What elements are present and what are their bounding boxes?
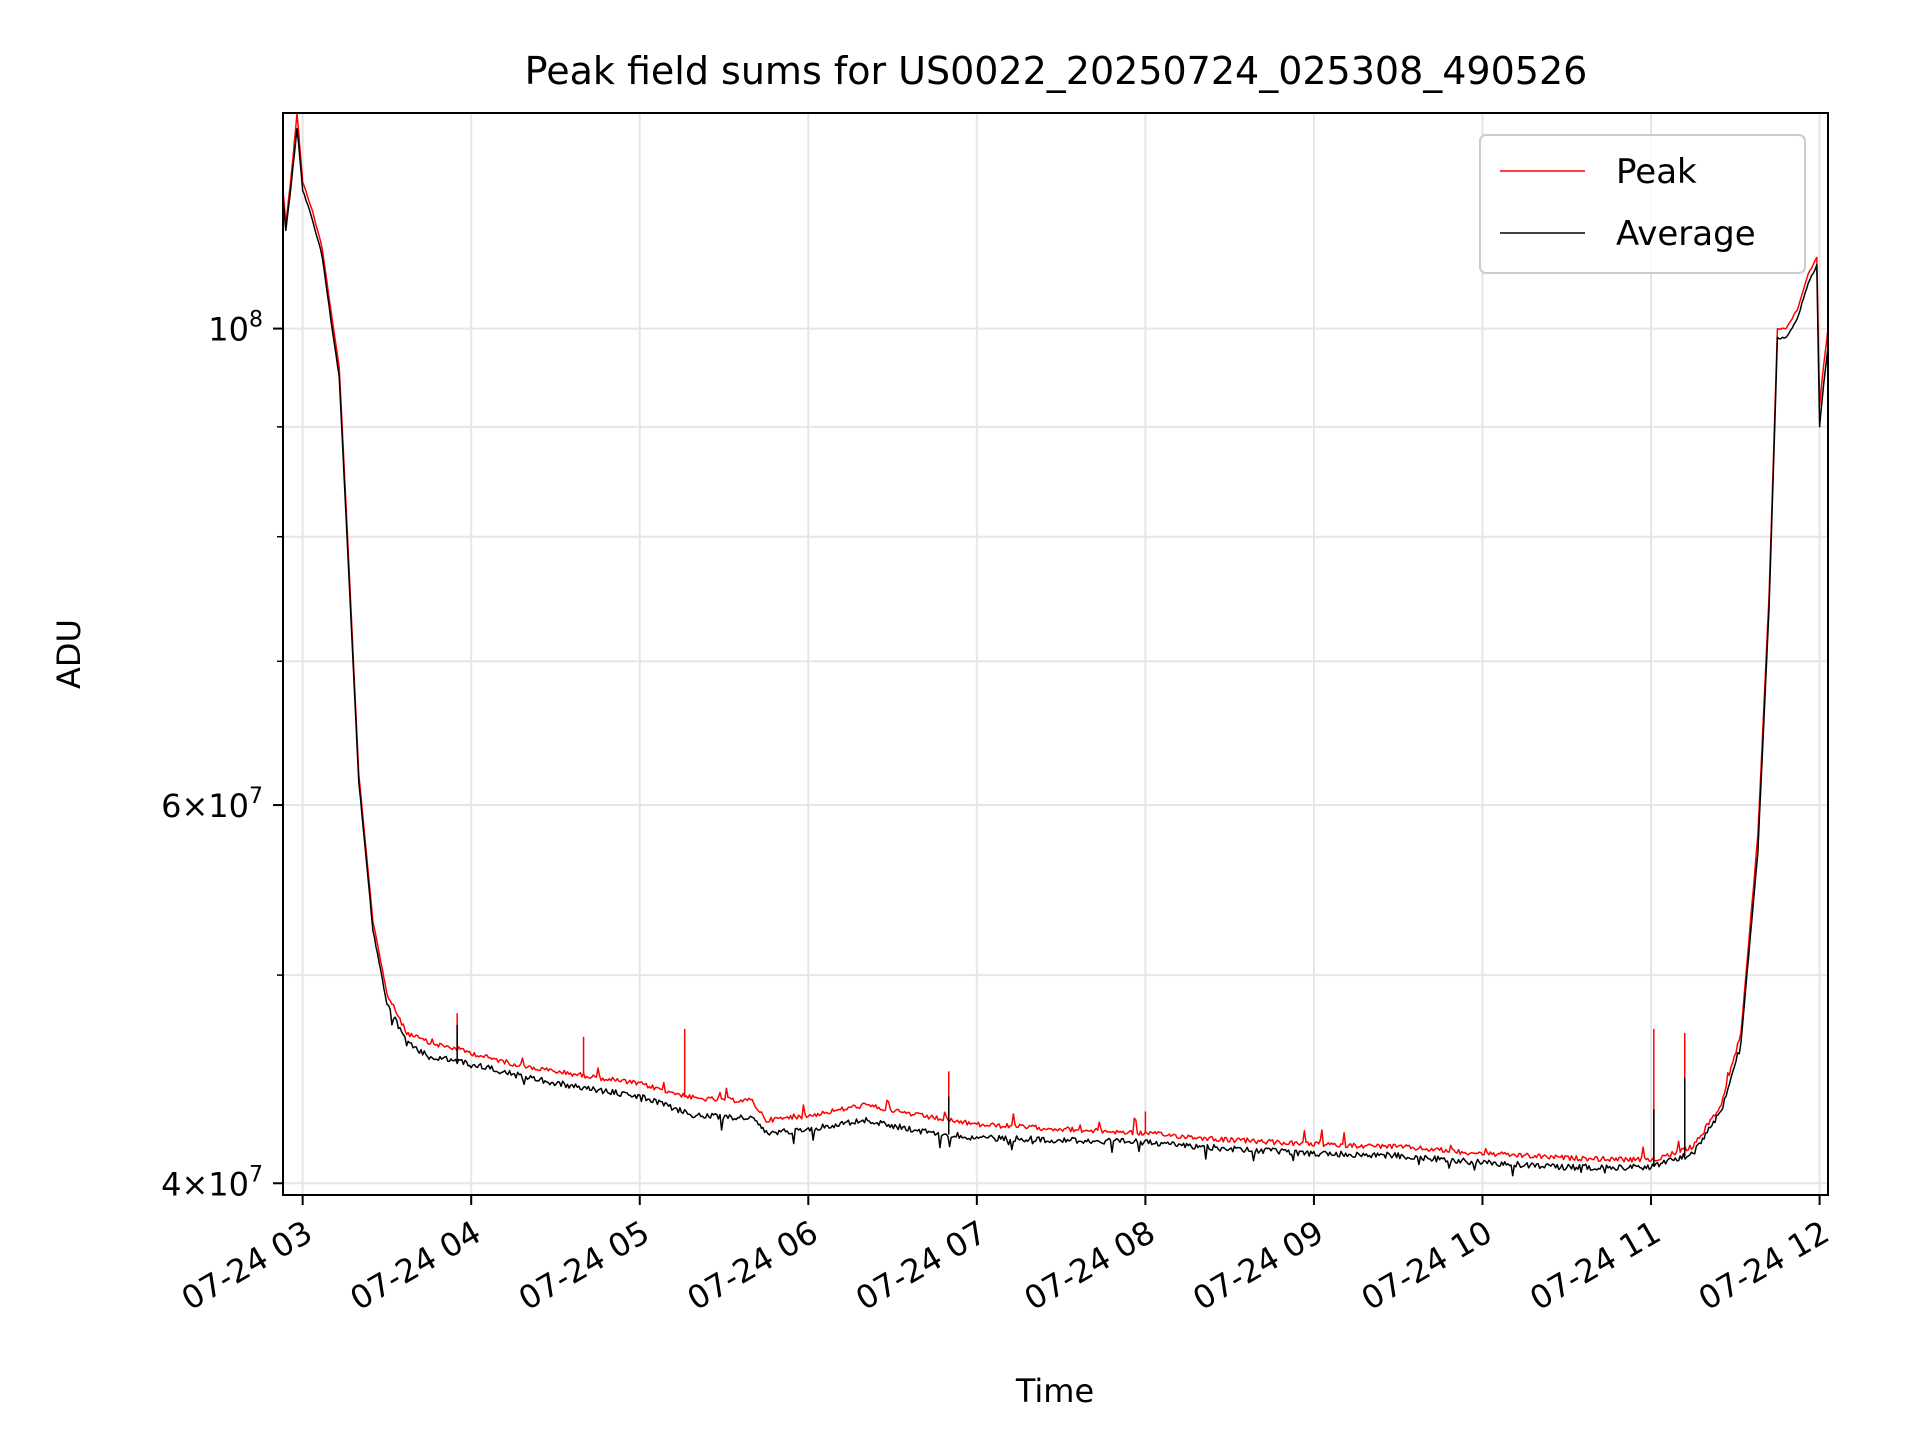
y-tick-label-base: 6×10 (161, 787, 249, 825)
grid (283, 113, 1828, 1195)
y-tick-label-exponent: 8 (249, 308, 263, 333)
y-tick-label-base: 10 (208, 311, 249, 349)
y-tick-label: 6×107 (161, 784, 263, 825)
legend-label-peak: Peak (1616, 152, 1697, 192)
series-line-average (282, 127, 1829, 1177)
y-axis-label: ADU (50, 619, 88, 689)
y-tick-label-exponent: 7 (249, 784, 263, 809)
legend: Peak Average (1479, 134, 1806, 274)
legend-box (1479, 134, 1806, 274)
plot-area (282, 112, 1829, 1196)
series-layer (282, 112, 1829, 1177)
legend-label-average: Average (1616, 214, 1756, 254)
series-line-peak (282, 112, 1829, 1163)
x-axis-label: Time (1015, 1372, 1094, 1410)
y-tick-label: 4×107 (161, 1162, 263, 1203)
y-tick-label: 108 (208, 308, 263, 349)
y-tick-label-exponent: 7 (249, 1162, 263, 1187)
chart-title: Peak field sums for US0022_20250724_0253… (525, 49, 1588, 93)
y-tick-label-base: 4×10 (161, 1165, 249, 1203)
